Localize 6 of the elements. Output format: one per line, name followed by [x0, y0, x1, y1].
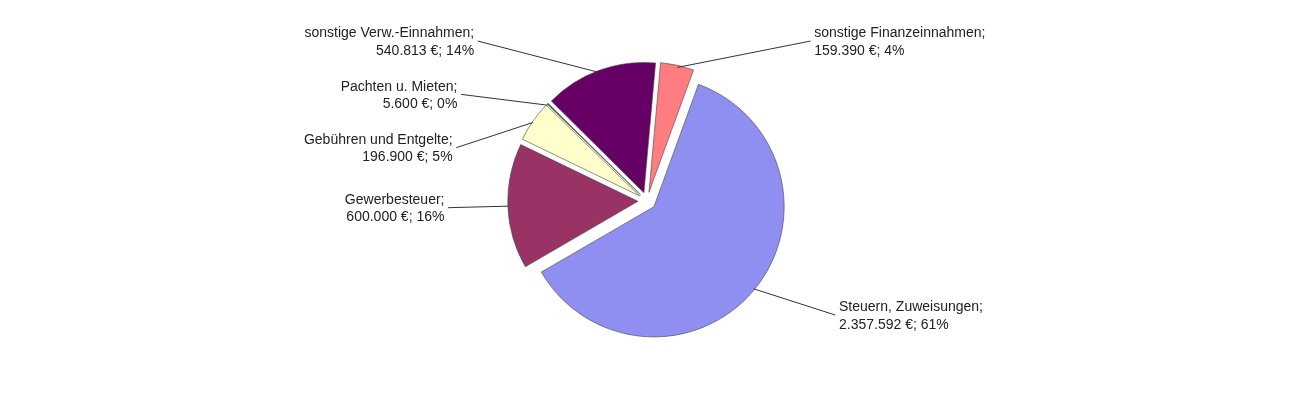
slice-label: sonstige Finanzeinnahmen; 159.390 €; 4%: [814, 24, 986, 58]
slice-label: Steuern, Zuweisungen; 2.357.592 €; 61%: [839, 298, 984, 332]
slice-label: Gewerbesteuer; 600.000 €; 16%: [344, 190, 445, 225]
slice-label: sonstige Verw.-Einnahmen; 540.813 €; 14%: [304, 24, 475, 58]
slice-label: Pachten u. Mieten; 5.600 €; 0%: [340, 77, 458, 112]
slice-label: Gebühren und Entgelte; 196.900 €; 5%: [303, 130, 453, 165]
